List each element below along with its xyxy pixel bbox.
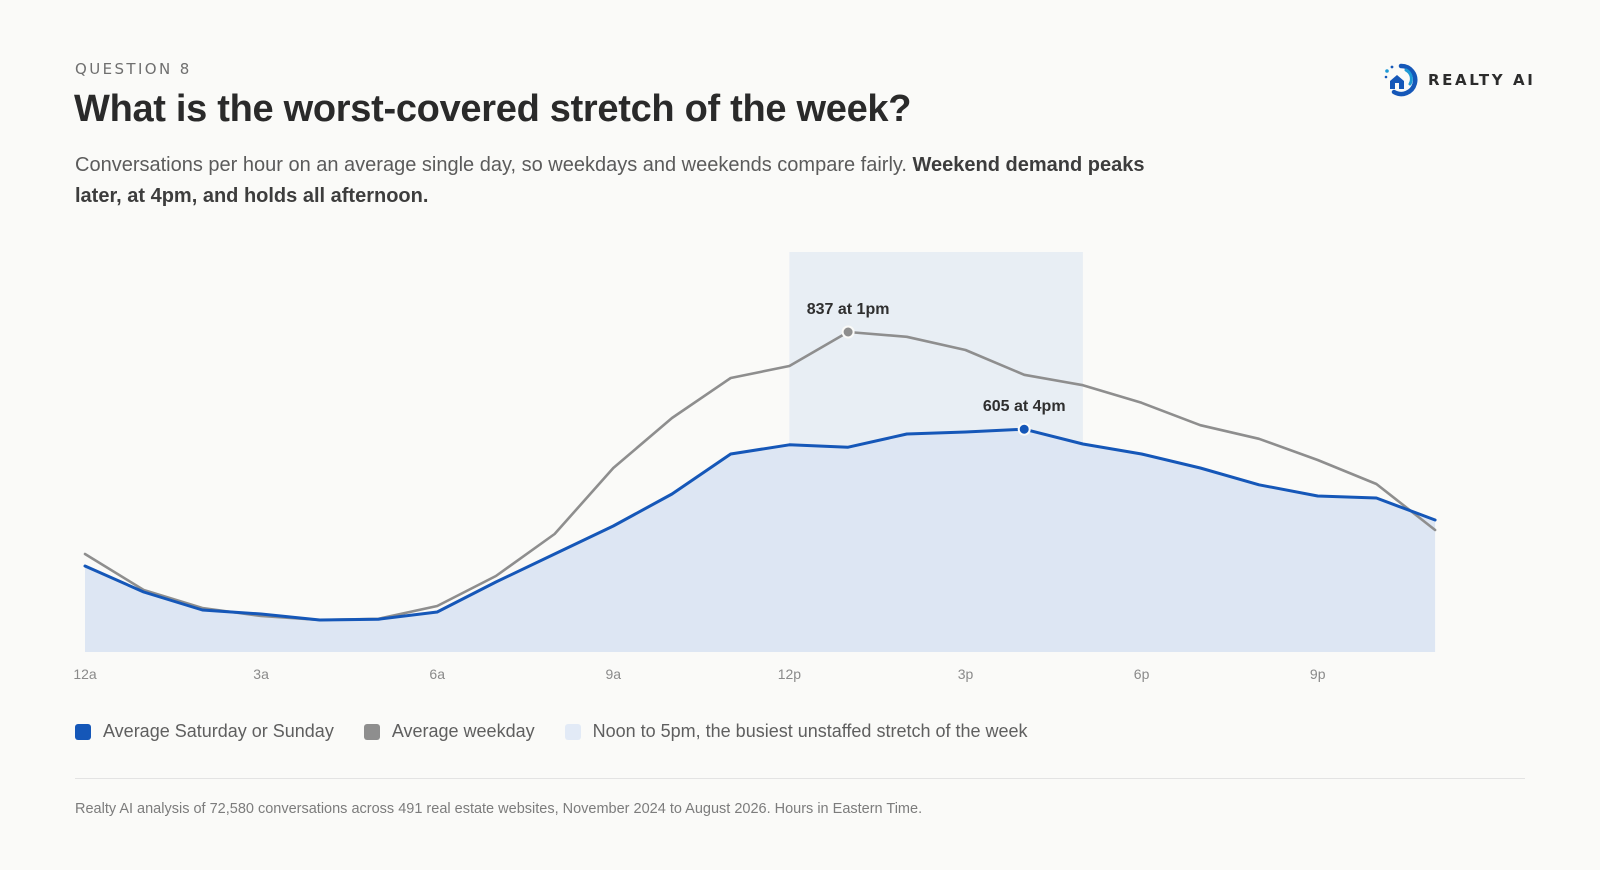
legend-swatch-weekday [363,723,380,740]
legend-item-highlight: Noon to 5pm, the busiest unstaffed stret… [564,721,1028,742]
legend-label-highlight: Noon to 5pm, the busiest unstaffed stret… [592,721,1028,741]
eyebrow-label: QUESTION 8 [75,60,192,78]
x-tick-label: 12p [778,666,802,682]
subtitle-regular: Conversations per hour on an average sin… [75,154,913,176]
chart-legend: Average Saturday or Sunday Average weekd… [75,721,1058,742]
footer-divider [75,778,1525,779]
x-tick-label: 6a [429,666,445,682]
logo-text: REALTY AI [1428,71,1536,89]
realty-ai-logo: REALTY AI [1380,60,1535,100]
peak-label-weekend: 605 at 4pm [983,398,1066,415]
legend-swatch-highlight [564,723,581,740]
x-tick-label: 6p [1134,666,1150,682]
x-tick-label: 9a [606,666,622,682]
legend-label-weekday: Average weekday [391,721,535,741]
x-tick-label: 12a [73,666,97,682]
peak-marker-weekend [1017,422,1031,436]
subtitle-bold: Weekend demand peaks later, at 4pm, and … [75,154,1145,207]
peak-label-weekday: 837 at 1pm [807,301,890,318]
legend-item-weekend: Average Saturday or Sunday [75,721,334,742]
x-tick-label: 9p [1310,666,1326,682]
source-footnote: Realty AI analysis of 72,580 conversatio… [75,801,923,817]
conversations-area-chart: 837 at 1pm 605 at 4pm 12a 3a 6a 9a 12p 3p 6p 9p [73,252,1437,682]
legend-swatch-weekend [75,723,91,740]
legend-label-weekend: Average Saturday or Sunday [103,721,334,741]
x-tick-label: 3a [253,666,269,682]
x-tick-label: 3p [958,666,974,682]
realty-ai-logo-icon [1384,63,1418,97]
chart-subtitle: Conversations per hour on an average sin… [75,150,1195,212]
series-line-weekend [83,427,1437,622]
series-area-weekend [85,429,1436,652]
legend-item-weekday: Average weekday [363,721,535,742]
peak-marker-weekday [841,325,855,339]
page-title: What is the worst-covered stretch of the… [74,88,912,130]
